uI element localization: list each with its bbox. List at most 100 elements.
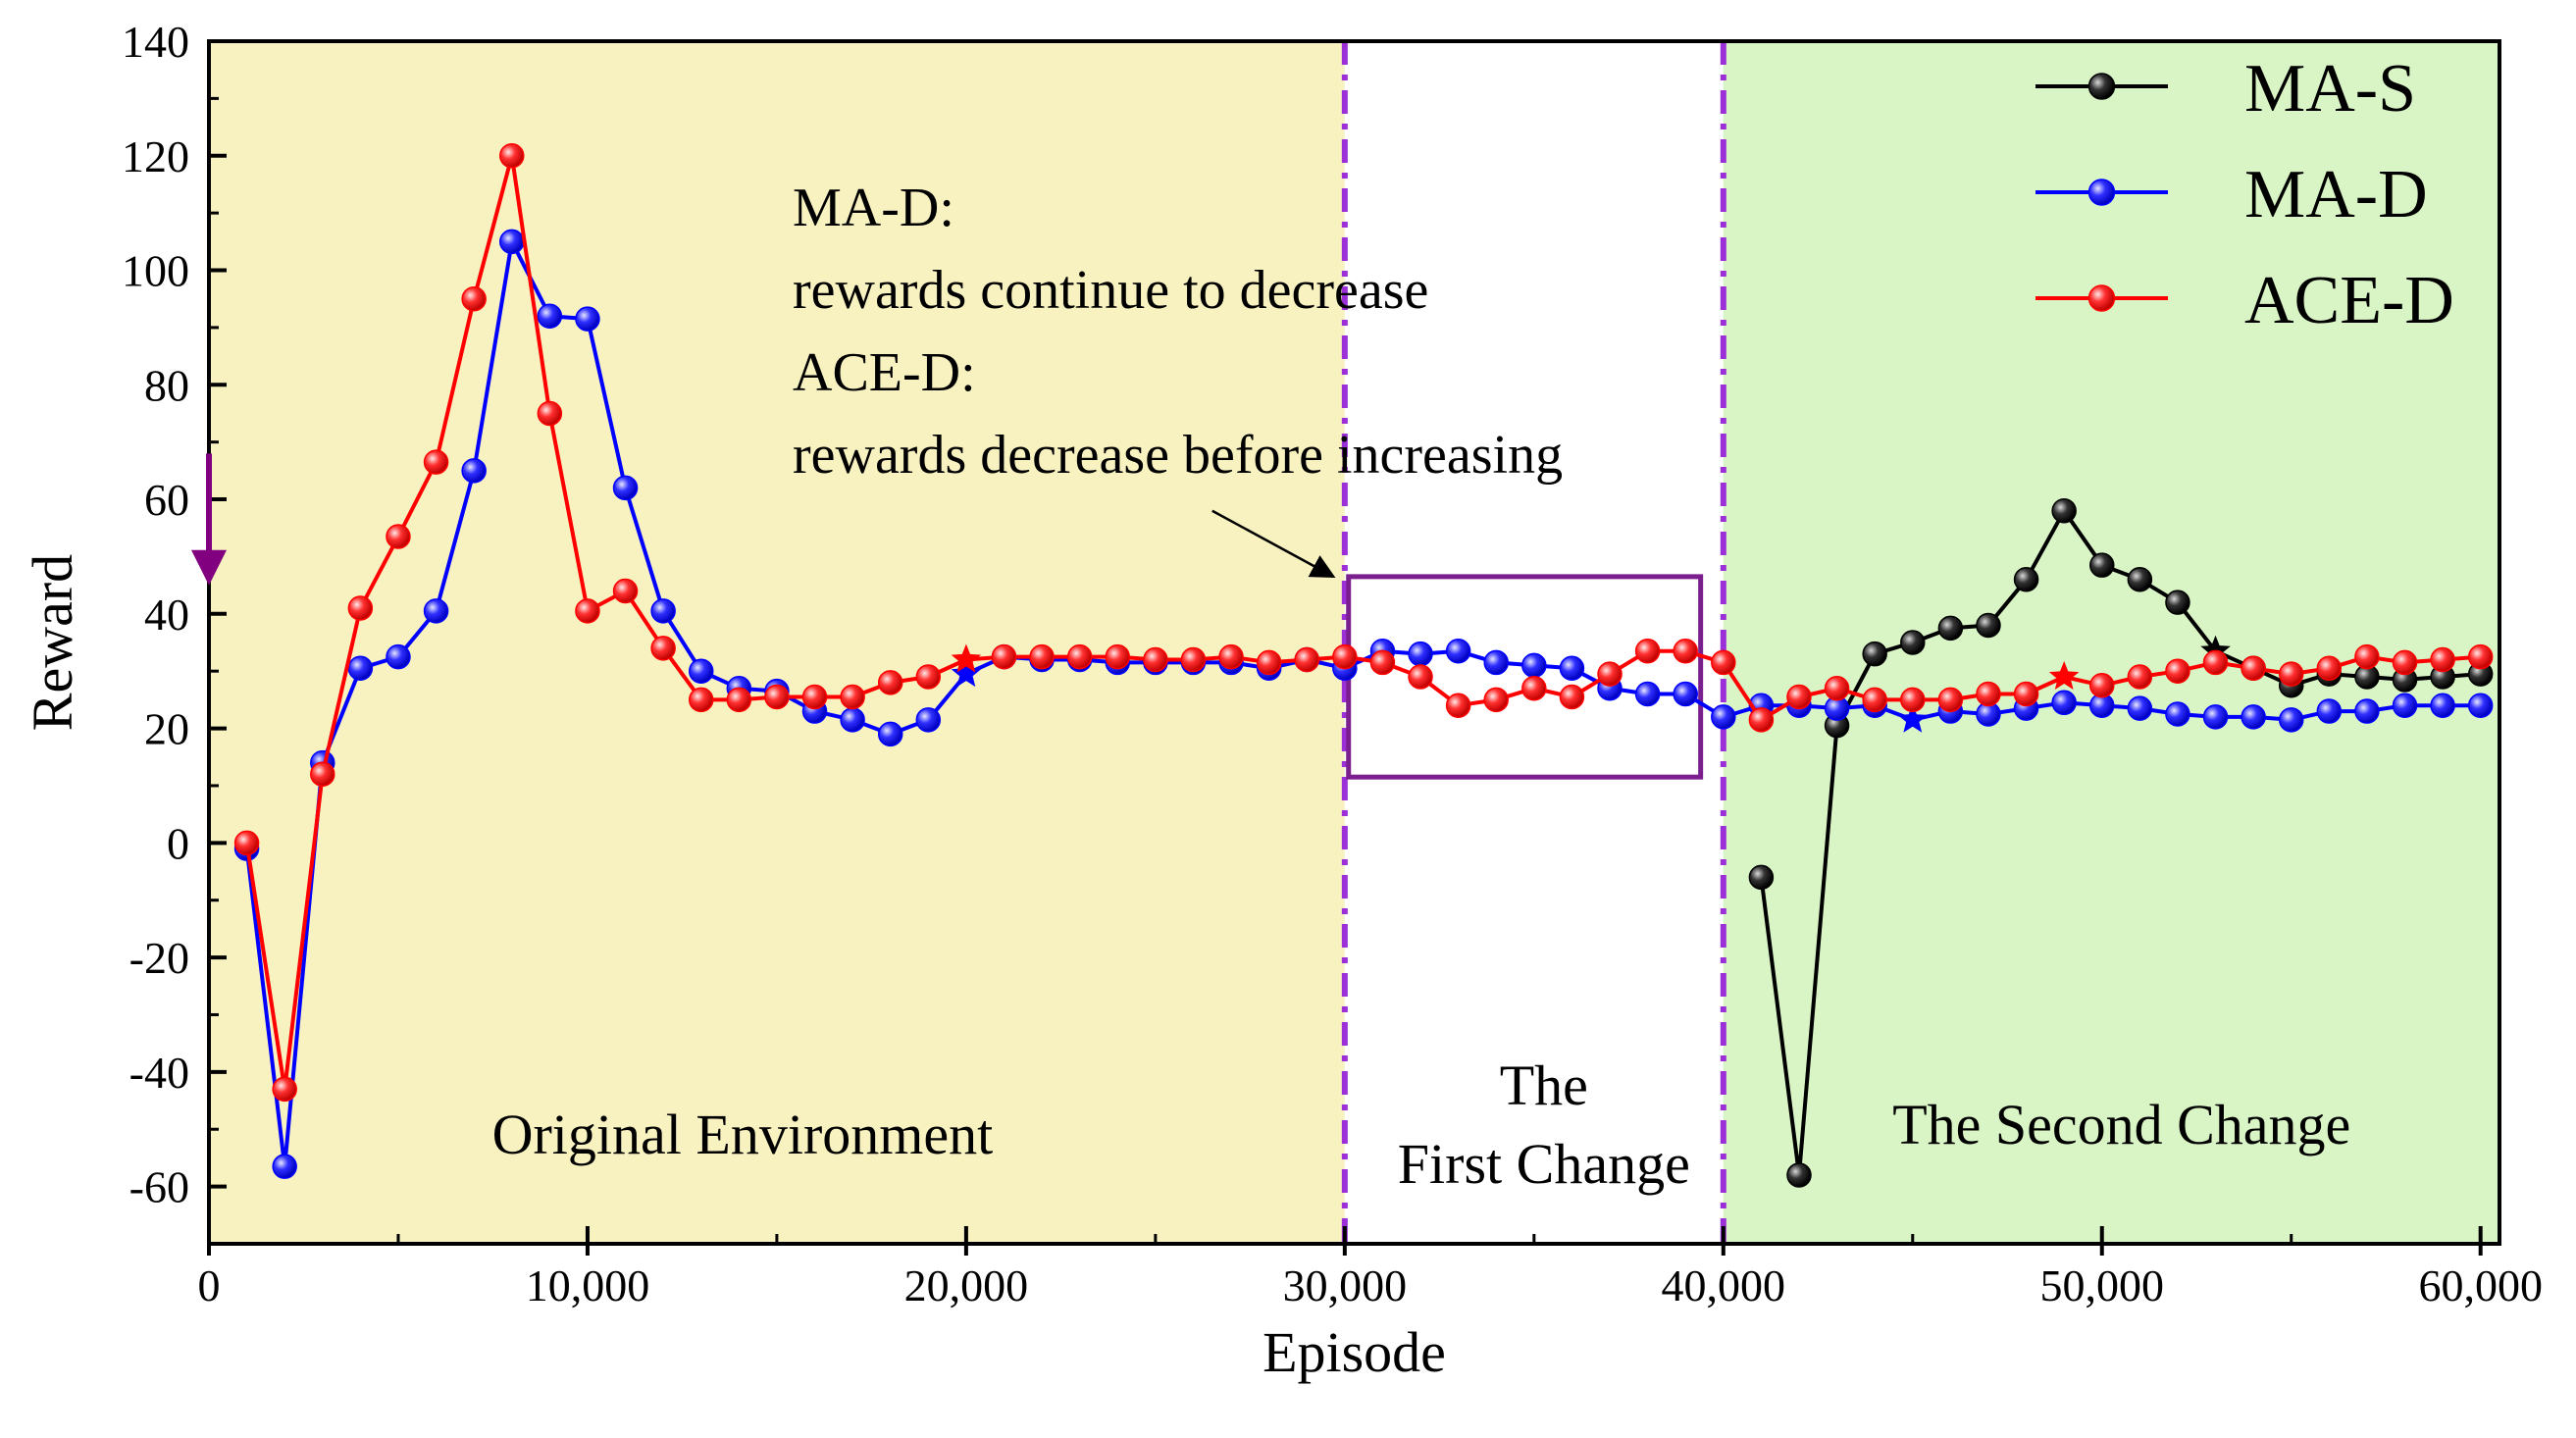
data-point: [1937, 687, 1964, 713]
data-point: [2089, 552, 2115, 578]
data-point: [233, 830, 260, 856]
data-point: [2013, 681, 2039, 707]
data-point: [1673, 639, 1698, 664]
legend: MA-S MA-D ACE-D: [2035, 51, 2454, 338]
data-point: [2354, 643, 2380, 670]
region-labels: Original Environment The First Change Th…: [492, 1053, 2351, 1196]
annotation-line-3: ACE-D:: [793, 342, 976, 403]
data-point: [1180, 646, 1207, 673]
data-point: [272, 1076, 297, 1103]
data-point: [537, 303, 563, 329]
data-point: [2467, 693, 2494, 718]
data-point: [1711, 649, 1736, 676]
data-point: [310, 761, 335, 788]
data-point: [1824, 675, 1850, 701]
data-point: [2278, 707, 2304, 733]
region-bg-1: [1344, 41, 1724, 1244]
y-axis-title: Reward: [21, 554, 84, 731]
series-ace-d: [233, 143, 2494, 1103]
data-point: [1256, 649, 1282, 676]
data-point: [1369, 649, 1396, 676]
data-point: [877, 670, 903, 695]
y-tick-label: -20: [129, 933, 189, 983]
data-point: [915, 707, 942, 733]
origin-arrow-head: [191, 549, 227, 586]
data-point: [1483, 649, 1509, 676]
data-point: [764, 684, 790, 710]
legend-marker: [2087, 284, 2116, 312]
data-point: [2089, 673, 2115, 698]
data-point: [1408, 641, 1433, 667]
x-tick-label: 30,000: [1283, 1260, 1408, 1310]
data-point-star: [951, 658, 982, 688]
x-axis-title: Episode: [1262, 1320, 1446, 1384]
data-point: [347, 655, 374, 682]
region-label-original: Original Environment: [492, 1103, 994, 1166]
x-tick-label: 40,000: [1662, 1260, 1786, 1310]
y-tick-label: 0: [167, 818, 189, 868]
x-tick-label: 10,000: [526, 1260, 650, 1310]
data-point: [423, 598, 449, 624]
data-point: [2392, 693, 2418, 718]
data-point: [2278, 661, 2304, 687]
y-tick-label: 120: [122, 131, 189, 181]
y-tick-label: 20: [144, 704, 189, 754]
data-point: [386, 524, 411, 549]
data-point: [2051, 690, 2077, 716]
data-point-star: [951, 643, 982, 673]
data-point: [2051, 497, 2077, 524]
region-bg-2: [1723, 41, 2499, 1244]
region-label-second-change: The Second Change: [1892, 1093, 2350, 1156]
annotation-layer: MA-D: rewards continue to decrease ACE-D…: [793, 178, 1563, 579]
data-point: [1976, 681, 2001, 707]
data-point: [1711, 704, 1736, 730]
data-point: [1294, 646, 1320, 673]
x-tick-label: 50,000: [2040, 1260, 2165, 1310]
y-tick-label: 60: [144, 475, 189, 525]
data-point: [1066, 643, 1093, 670]
legend-item-ma-d: MA-D: [2035, 157, 2428, 232]
data-point: [2127, 664, 2153, 690]
legend-label: MA-D: [2244, 157, 2428, 232]
region-label-first-change-1: The: [1500, 1053, 1588, 1117]
data-point: [2316, 698, 2343, 724]
data-point: [2392, 649, 2418, 676]
data-point: [347, 595, 374, 621]
y-tick-label: -60: [129, 1162, 189, 1212]
data-point: [1143, 646, 1168, 673]
data-point: [2430, 693, 2455, 718]
data-point: [1445, 639, 1471, 664]
data-point: [915, 664, 942, 690]
data-point: [1408, 664, 1433, 690]
x-tick-label: 60,000: [2418, 1260, 2543, 1310]
plot-frame: [207, 39, 2501, 1246]
data-point: [1029, 643, 1055, 670]
data-point: [2013, 567, 2039, 592]
data-point: [575, 598, 600, 624]
data-point: [1597, 661, 1623, 687]
annotation-line-1: MA-D:: [793, 178, 954, 238]
series-layer: [233, 143, 2494, 1188]
data-point: [1559, 684, 1585, 710]
data-point: [2241, 704, 2266, 730]
environment-regions: [209, 41, 2499, 1244]
data-point: [612, 578, 639, 604]
legend-label: ACE-D: [2244, 263, 2454, 338]
region-bg-0: [209, 41, 1345, 1244]
data-point: [2202, 649, 2229, 676]
data-point: [1634, 681, 1661, 707]
data-point-star: [2200, 635, 2231, 664]
data-point: [499, 143, 525, 169]
data-point: [1786, 1162, 1812, 1188]
data-point: [1634, 639, 1661, 664]
legend-item-ma-s: MA-S: [2035, 51, 2416, 127]
data-point: [1483, 687, 1509, 713]
data-point: [991, 643, 1017, 670]
region-label-first-change-2: First Change: [1398, 1132, 1690, 1196]
data-point: [2165, 658, 2190, 684]
data-point-star: [2048, 661, 2080, 690]
data-point: [1105, 643, 1131, 670]
data-point: [499, 229, 525, 255]
data-point: [1748, 707, 1775, 733]
y-tick-label: 100: [122, 246, 189, 296]
